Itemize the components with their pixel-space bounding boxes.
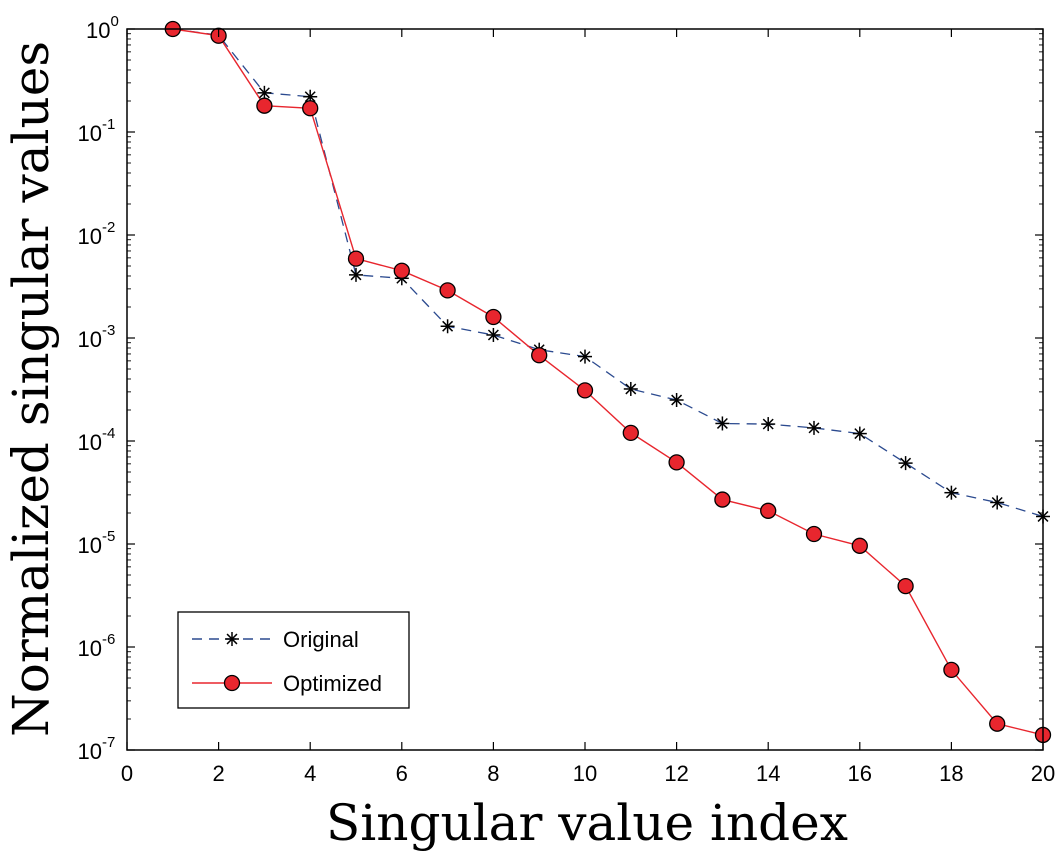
x-axis-title: Singular value index	[326, 794, 848, 852]
point-original	[990, 495, 1005, 510]
y-tick-exponent: -1	[102, 116, 115, 133]
point-optimized	[989, 715, 1006, 732]
legend-label-optimized: Optimized	[283, 671, 382, 696]
y-tick-label: 10	[78, 636, 102, 661]
point-optimized	[714, 491, 731, 508]
y-tick-label: 10	[78, 224, 102, 249]
y-tick-label: 10	[78, 430, 102, 455]
point-optimized	[943, 661, 960, 679]
legend-marker-original	[225, 632, 239, 646]
y-tick-exponent: 0	[111, 13, 119, 30]
y-tick-exponent: -3	[102, 322, 115, 339]
point-optimized	[851, 537, 868, 554]
point-optimized	[760, 502, 777, 519]
x-tick-label: 10	[573, 761, 597, 786]
point-original	[761, 417, 776, 432]
x-tick-label: 6	[396, 761, 408, 786]
x-tick-label: 14	[756, 761, 780, 786]
y-tick-label: 10	[78, 327, 102, 352]
point-original	[257, 85, 272, 100]
series-line-optimized	[172, 28, 1044, 736]
point-original	[715, 416, 730, 431]
y-tick-label: 10	[86, 18, 110, 43]
point-optimized	[576, 382, 594, 399]
y-tick-exponent: -5	[102, 528, 115, 545]
point-original	[944, 485, 959, 500]
point-optimized	[302, 100, 319, 117]
point-optimized	[531, 347, 548, 364]
y-tick-exponent: -4	[102, 425, 115, 442]
point-optimized	[393, 262, 410, 279]
point-optimized	[439, 282, 456, 299]
point-original	[807, 420, 821, 435]
y-tick-exponent: -7	[102, 734, 115, 751]
point-original	[623, 381, 638, 396]
x-tick-label: 16	[848, 761, 872, 786]
legend-marker-optimized	[223, 674, 241, 692]
y-tick-label: 10	[78, 533, 102, 558]
legend-box	[177, 611, 410, 709]
x-tick-label: 8	[487, 761, 499, 786]
point-original	[669, 393, 684, 408]
point-original	[898, 456, 913, 471]
point-original	[578, 349, 592, 364]
y-tick-label: 10	[78, 121, 102, 146]
point-optimized	[485, 308, 502, 326]
legend-label-original: Original	[283, 627, 359, 652]
x-tick-label: 2	[212, 761, 224, 786]
point-original	[486, 327, 501, 342]
point-original	[349, 267, 363, 282]
legend: Original Optimized	[177, 611, 410, 709]
x-tick-label: 12	[664, 761, 688, 786]
plot-marks	[164, 20, 1052, 744]
point-original	[440, 319, 455, 334]
legend-items: Original Optimized	[192, 627, 382, 696]
point-optimized	[256, 97, 273, 114]
y-axis-title: Normalized singular values	[2, 41, 60, 737]
x-tick-label: 0	[121, 761, 133, 786]
y-tick-label: 10	[78, 739, 102, 764]
point-optimized	[668, 454, 685, 471]
x-tick-label: 20	[1031, 761, 1055, 786]
point-optimized	[622, 424, 639, 441]
y-tick-exponent: -2	[102, 219, 115, 236]
point-optimized	[347, 250, 365, 267]
x-tick-label: 18	[939, 761, 963, 786]
point-optimized	[805, 525, 823, 543]
y-tick-exponent: -6	[102, 631, 115, 648]
series-line-original	[172, 28, 1044, 518]
x-tick-label: 4	[304, 761, 316, 786]
point-optimized	[897, 577, 914, 595]
point-original	[852, 426, 867, 441]
